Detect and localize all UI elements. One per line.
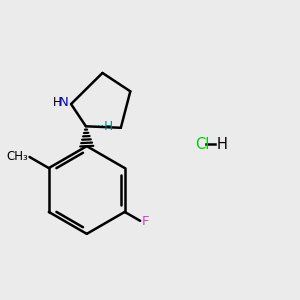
Text: N: N — [59, 96, 68, 109]
Text: H: H — [216, 136, 227, 152]
Text: Cl: Cl — [195, 136, 209, 152]
Text: CH₃: CH₃ — [6, 150, 28, 163]
Text: F: F — [142, 215, 149, 228]
Text: ···H: ···H — [94, 120, 114, 134]
Text: H: H — [52, 96, 61, 109]
